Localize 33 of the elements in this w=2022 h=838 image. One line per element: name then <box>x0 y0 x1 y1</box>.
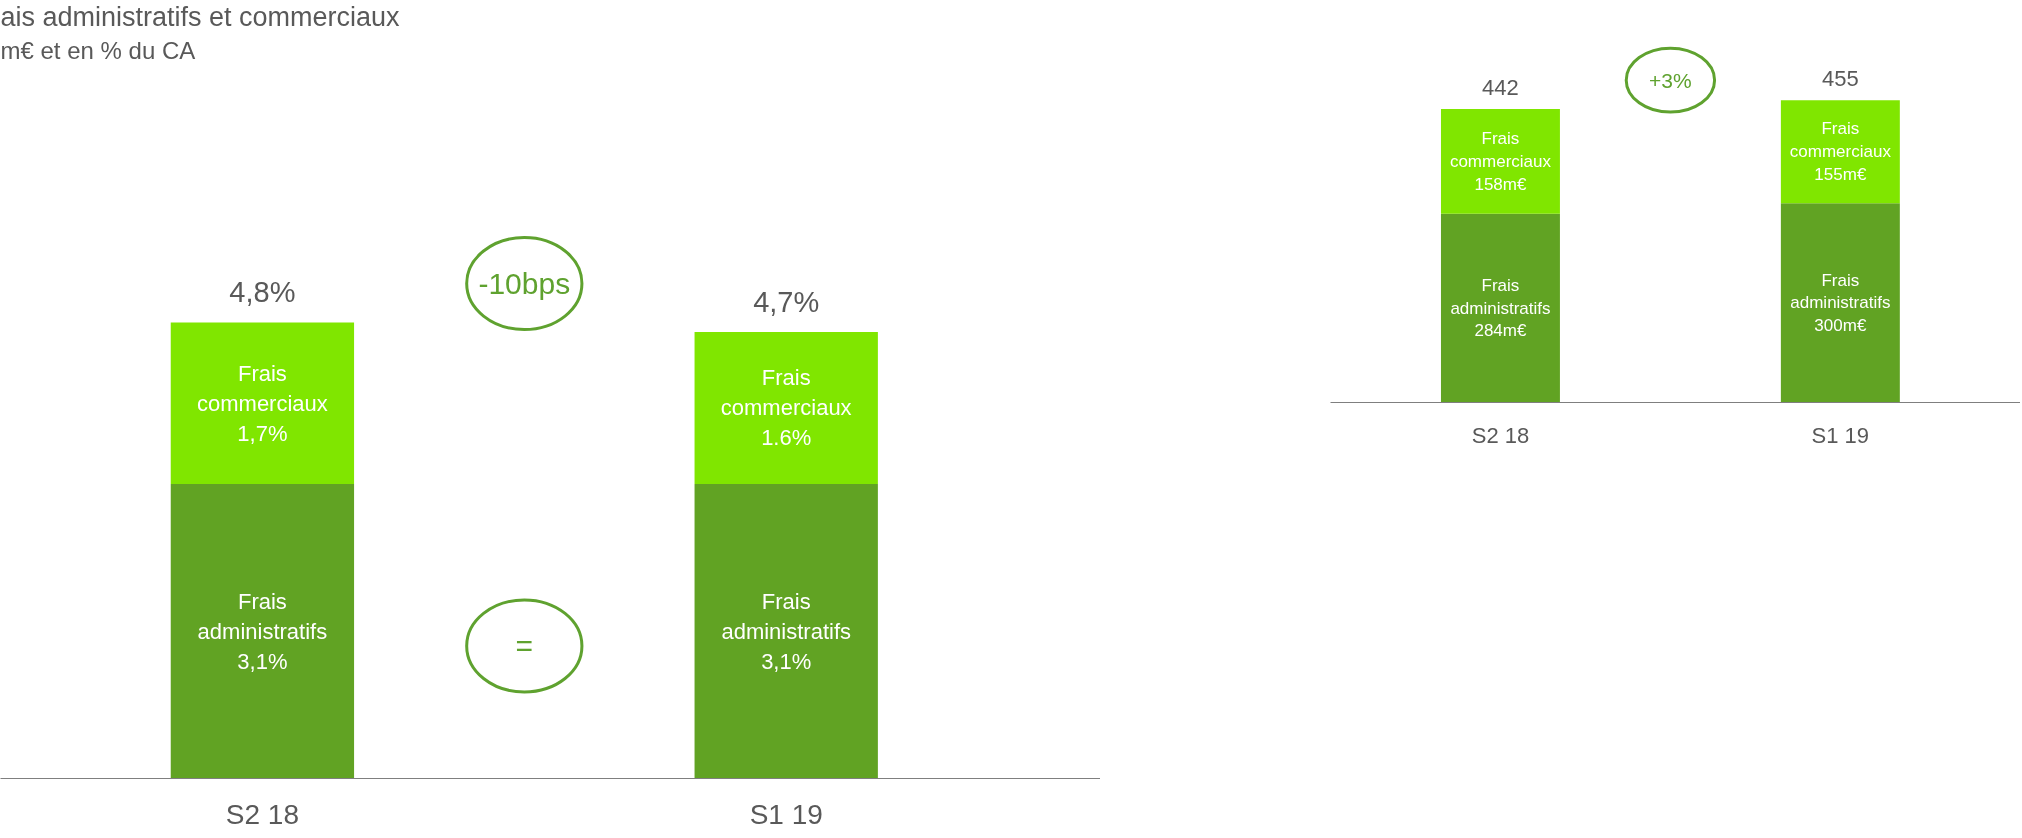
total-label: 4,7% <box>753 285 820 318</box>
data-label: 158m€ <box>1474 174 1527 194</box>
text: Frais commerciaux <box>1449 129 1552 171</box>
data-label: 300m€ <box>1814 316 1867 336</box>
x-tick-label: S2 18 <box>1471 422 1530 448</box>
text: -10bps <box>478 267 571 301</box>
series-label: Frais commerciaux <box>197 360 328 416</box>
data-label: 1,7% <box>237 420 288 446</box>
data-label: 155m€ <box>1814 165 1867 185</box>
text: Frais administratifs <box>721 588 852 644</box>
chart-title: ais administratifs et commerciaux <box>0 1 401 32</box>
text: +3% <box>1649 68 1692 92</box>
text: Frais administratifs <box>1450 275 1551 318</box>
x-tick-label: S1 19 <box>749 798 823 830</box>
text: Frais commerciaux <box>720 365 852 421</box>
data-label: 284m€ <box>1474 321 1527 341</box>
series-label: Frais administratifs <box>197 588 328 644</box>
x-tick-label: S2 18 <box>225 798 299 830</box>
bar <box>1440 108 1560 214</box>
data-label: 1.6% <box>761 425 812 451</box>
total-label: 442 <box>1482 74 1519 100</box>
data-label: 3,1% <box>237 648 288 674</box>
bar <box>1440 213 1560 403</box>
bar <box>1780 203 1900 403</box>
x-tick-label: S1 19 <box>1811 422 1870 448</box>
annotation: = <box>515 629 534 663</box>
series-label: Frais administratifs <box>1790 270 1891 313</box>
total-label: 455 <box>1822 66 1859 92</box>
data-label: 3,1% <box>761 648 812 674</box>
series-label: Frais commerciaux <box>1789 119 1892 162</box>
chart-subtitle: m€ et en % du CA <box>0 36 196 64</box>
total-label: 4,8% <box>229 276 296 309</box>
bar <box>1780 100 1900 204</box>
